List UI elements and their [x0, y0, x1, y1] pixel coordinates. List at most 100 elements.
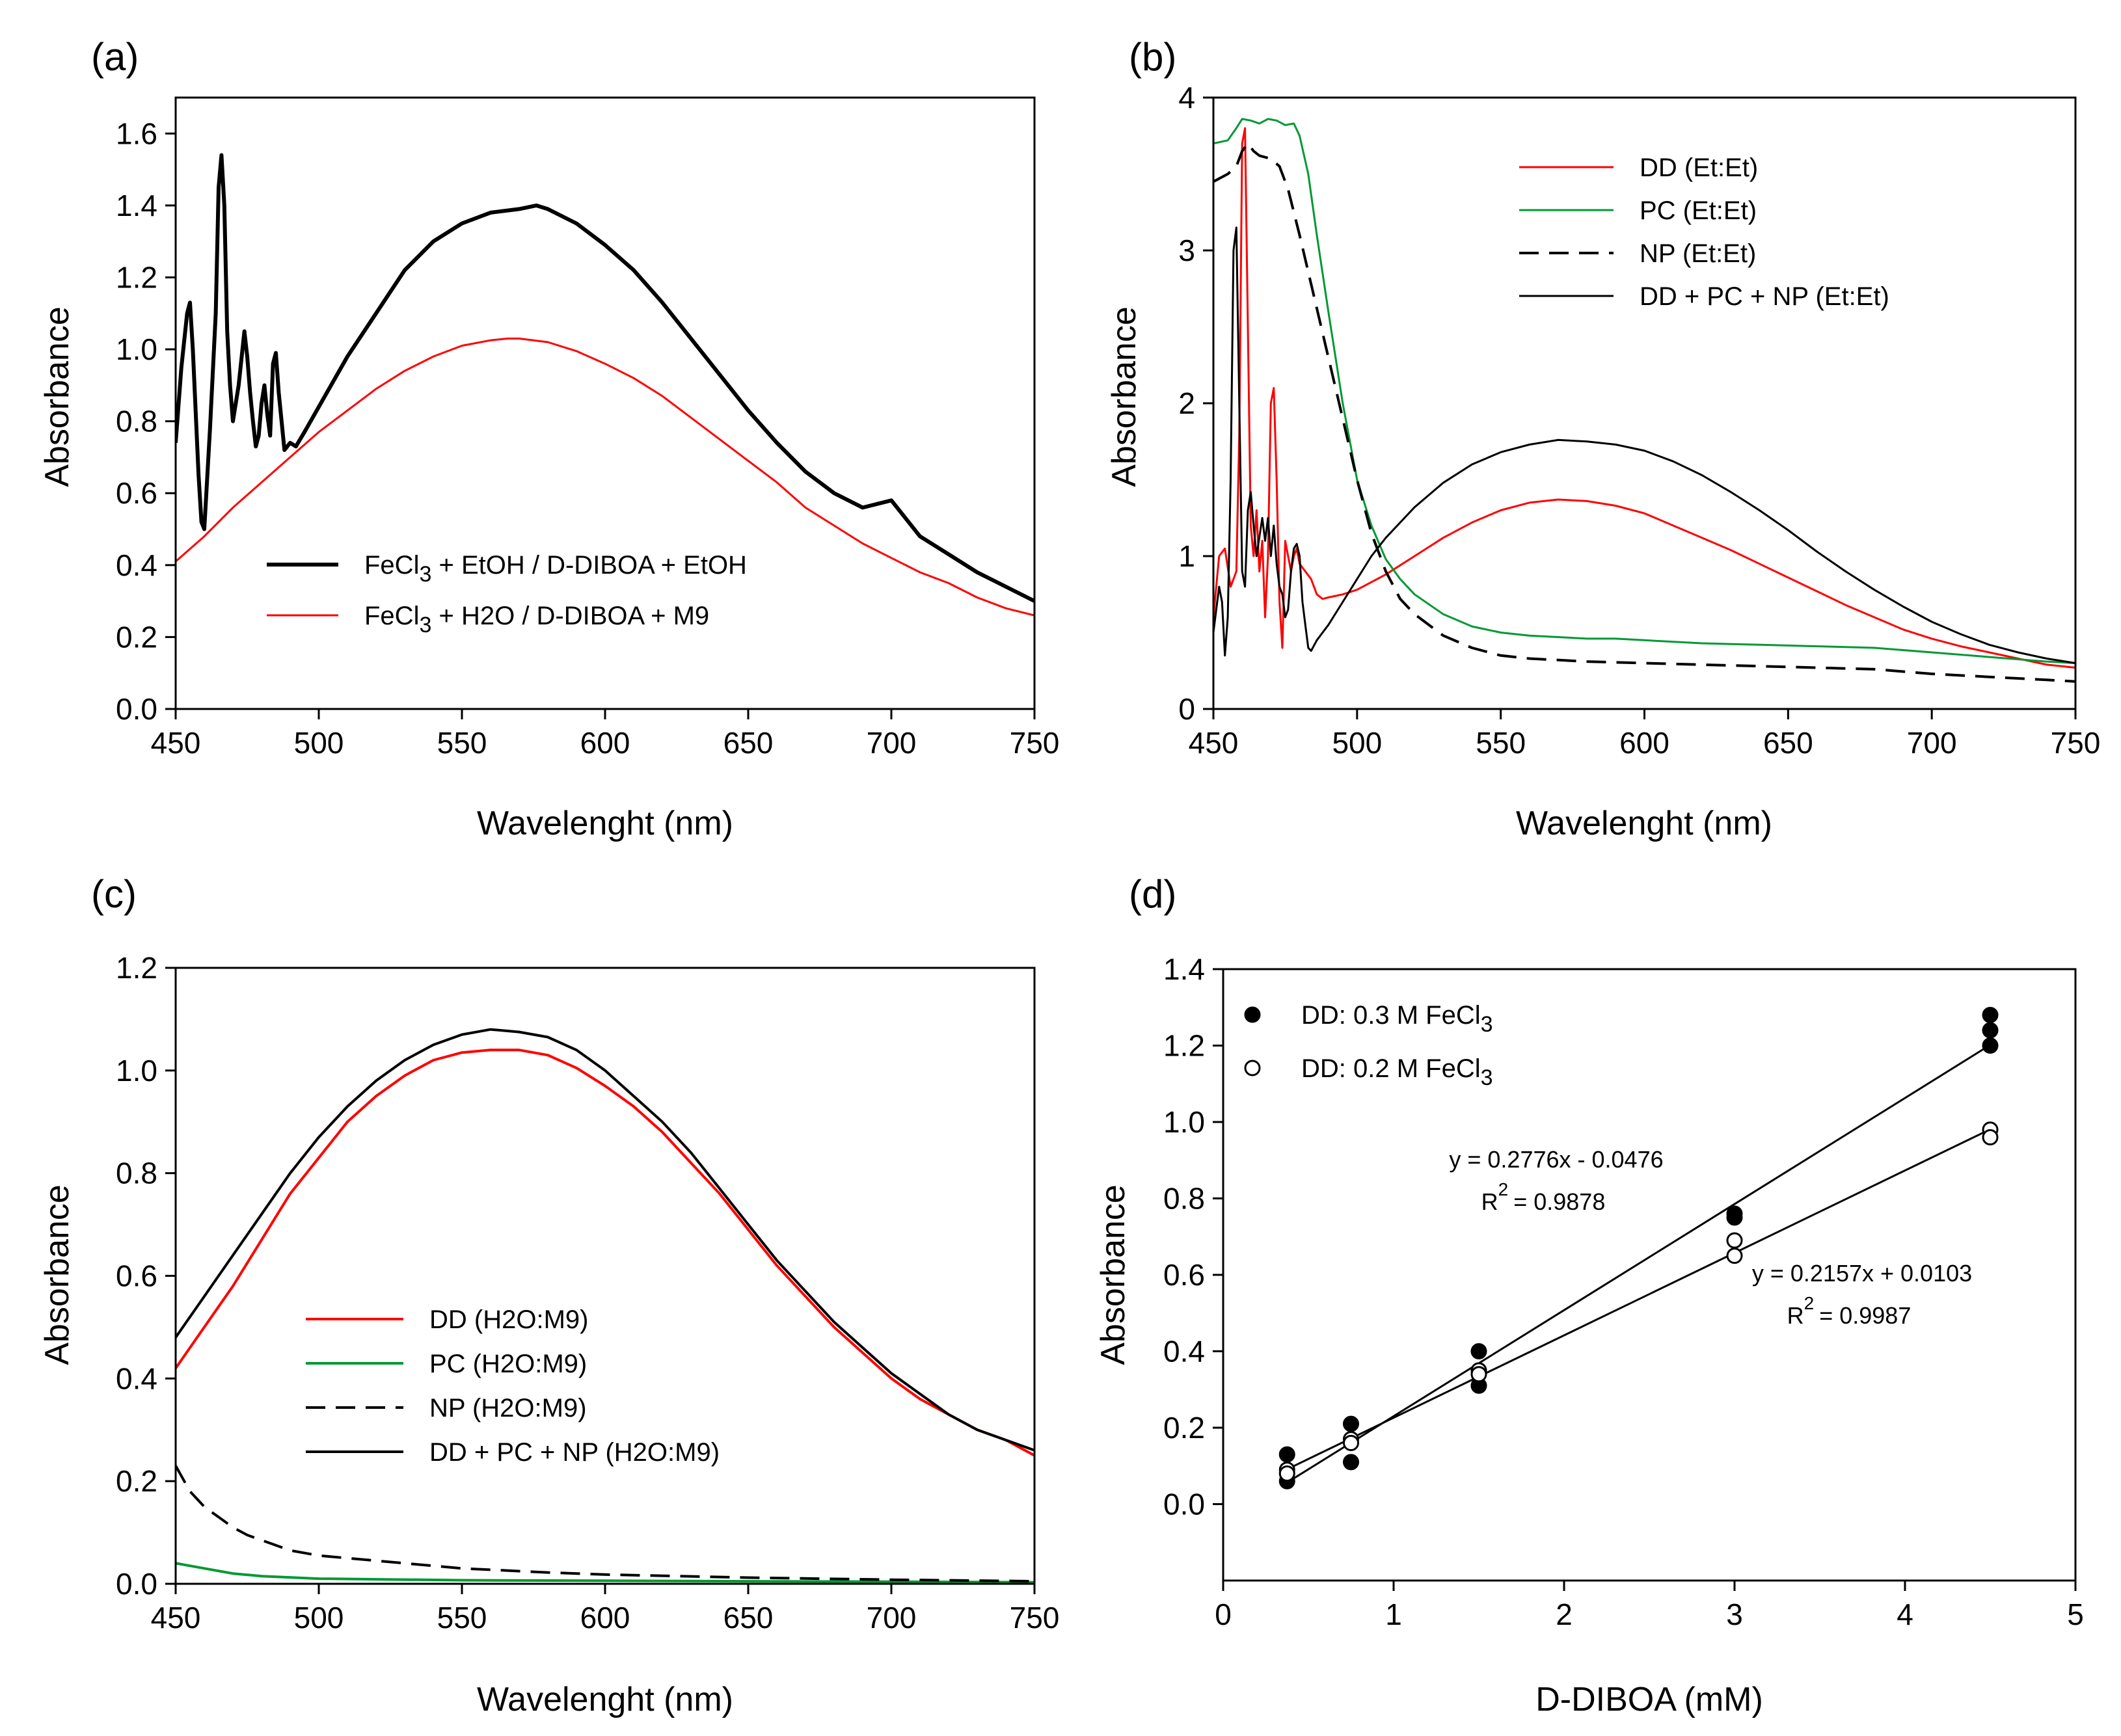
legend-label: DD (H2O:M9)	[429, 1305, 588, 1334]
x-tick-label: 500	[294, 1601, 344, 1635]
panel-d-plot-frame	[1222, 968, 2077, 1582]
x-tick-label: 450	[151, 726, 201, 760]
x-tick-label: 650	[723, 726, 774, 760]
y-tick-label: 1.0	[116, 332, 157, 366]
data-point-filled	[1278, 1446, 1295, 1463]
legend-label-text: FeCl	[364, 551, 419, 580]
fit-line-1	[1286, 1128, 1991, 1471]
legend-label-text: PC (H2O:M9)	[429, 1350, 587, 1378]
panel-c-plot-frame	[174, 967, 1036, 1585]
x-tick-label: 550	[437, 1601, 487, 1635]
x-tick-label: 3	[1726, 1597, 1743, 1631]
panel-d: (d) Absorbance D-DIBOA (mM) 0 1 2 3 4 5 0.0 0.2…	[1094, 872, 2084, 1718]
series-line-b-2	[1213, 142, 2075, 683]
y-tick-label: 1.0	[116, 1054, 157, 1088]
regression-equation: y = 0.2157x + 0.0103	[1752, 1260, 1972, 1287]
legend-marker	[1244, 1060, 1261, 1076]
x-tick-label: 1	[1385, 1597, 1402, 1631]
r-squared: R2 = 0.9987	[1787, 1293, 1912, 1329]
x-tick-label: 500	[1332, 726, 1382, 760]
y-tick-label: 0.4	[1163, 1335, 1205, 1369]
x-tick-label: 650	[1763, 726, 1813, 760]
r-squared-exponent: 2	[1804, 1293, 1815, 1313]
legend-label: DD (Et:Et)	[1640, 154, 1758, 182]
x-tick-label: 600	[580, 726, 630, 760]
data-point-open	[1982, 1129, 1999, 1145]
y-tick-label: 0	[1178, 692, 1195, 726]
panel-b-y-axis-label: Absorbance	[1105, 306, 1143, 487]
x-tick-label: 700	[867, 726, 917, 760]
panel-a-y-axis-label: Absorbance	[38, 306, 76, 487]
legend-label-subscript: 3	[419, 562, 431, 587]
legend-label: NP (H2O:M9)	[429, 1394, 587, 1422]
y-tick-label: 4	[1178, 81, 1195, 114]
panel-a-plot-frame	[174, 96, 1036, 710]
y-tick-label: 0.8	[116, 1156, 157, 1190]
y-tick-label: 0.4	[116, 1361, 157, 1395]
series-line-a-0	[176, 153, 1034, 603]
data-point-filled	[1982, 1022, 1999, 1039]
x-tick-label: 4	[1897, 1597, 1913, 1631]
series-line-b-3	[1213, 226, 2075, 664]
panel-b-label: (b)	[1129, 35, 1176, 79]
panel-a-x-axis-label: Wavelenght (nm)	[477, 805, 733, 842]
regression-equation: y = 0.2776x - 0.0476	[1449, 1146, 1663, 1173]
series-line-c-1	[176, 1562, 1034, 1584]
y-tick-label: 0.0	[116, 1567, 157, 1601]
x-tick-label: 750	[2051, 726, 2101, 760]
panel-c: (c) Absorbance Wavelenght (nm) 450 500 550…	[38, 872, 1059, 1718]
series-line-c-0	[176, 1048, 1034, 1457]
y-tick-label: 0.2	[116, 1464, 157, 1498]
y-tick-label: 0.6	[1163, 1258, 1205, 1292]
legend-label: NP (Et:Et)	[1640, 239, 1756, 268]
x-tick-label: 500	[294, 726, 344, 760]
data-point-open	[1470, 1366, 1487, 1383]
panel-b-x-axis-label: Wavelenght (nm)	[1516, 805, 1772, 842]
series-line-c-2	[176, 1465, 1034, 1583]
x-tick-label: 600	[580, 1601, 630, 1635]
r-squared-value: = 0.9878	[1513, 1188, 1605, 1215]
x-tick-label: 750	[1010, 1601, 1060, 1635]
legend-label: PC (Et:Et)	[1640, 196, 1757, 225]
x-tick-label: 700	[1907, 726, 1957, 760]
x-tick-label: 0	[1215, 1597, 1232, 1631]
data-point-filled	[1343, 1454, 1359, 1471]
y-tick-label: 0.0	[116, 692, 157, 726]
panel-c-legend: DD (H2O:M9) PC (H2O:M9) NP (H2O:M9) DD + PC…	[306, 1305, 720, 1467]
series-line-c-3	[176, 1028, 1034, 1452]
legend-label: DD + PC + NP (Et:Et)	[1640, 282, 1889, 311]
legend-label: DD + PC + NP (H2O:M9)	[429, 1438, 720, 1467]
data-point-open	[1343, 1435, 1359, 1451]
y-tick-label: 0.6	[116, 1259, 157, 1293]
panel-a: (a) Absorbance Wavelenght (nm) 450 500 550…	[38, 35, 1059, 842]
y-tick-label: 2	[1178, 386, 1195, 420]
panel-b-plot-frame	[1212, 96, 2077, 710]
panel-c-label: (c)	[91, 872, 137, 916]
y-tick-label: 0.2	[1163, 1411, 1205, 1445]
y-tick-label: 0.2	[116, 620, 157, 654]
x-tick-label: 650	[723, 1601, 774, 1635]
x-tick-label: 750	[1010, 726, 1060, 760]
y-tick-label: 0.8	[116, 405, 157, 438]
panel-d-legend: DD: 0.3 M FeCl3 DD: 0.2 M FeCl3	[1244, 1001, 1493, 1090]
r-squared: R2 = 0.9878	[1481, 1179, 1606, 1215]
x-tick-label: 450	[151, 1601, 201, 1635]
y-tick-label: 1.2	[116, 260, 157, 294]
y-tick-label: 1.2	[1163, 1029, 1205, 1063]
legend-label-text: PC (Et:Et)	[1640, 196, 1757, 225]
data-point-filled	[1982, 1007, 1999, 1023]
legend-label-text: DD + PC + NP (Et:Et)	[1640, 282, 1889, 311]
y-tick-label: 0.8	[1163, 1182, 1205, 1216]
legend-label: DD: 0.3 M FeCl3	[1301, 1001, 1493, 1037]
legend-label: FeCl3 + H2O / D-DIBOA + M9	[364, 602, 709, 637]
panel-c-y-axis-label: Absorbance	[38, 1184, 76, 1365]
legend-label-subscript: 3	[1481, 1065, 1493, 1090]
panel-b: (b) Absorbance Wavelenght (nm) 450 500 550…	[1105, 35, 2100, 842]
x-tick-label: 5	[2067, 1597, 2084, 1631]
legend-label-text: DD (Et:Et)	[1640, 154, 1758, 182]
panel-b-legend: DD (Et:Et) PC (Et:Et) NP (Et:Et) DD + PC + …	[1519, 154, 1889, 311]
legend-label-text: NP (Et:Et)	[1640, 239, 1756, 268]
legend-label-text: DD: 0.2 M FeCl	[1301, 1054, 1481, 1083]
